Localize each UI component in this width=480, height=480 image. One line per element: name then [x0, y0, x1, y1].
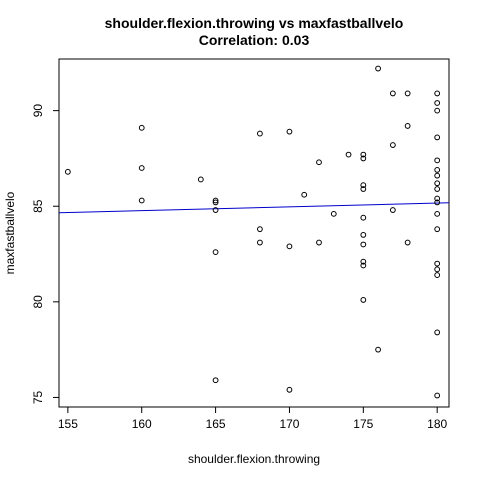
data-point	[360, 297, 367, 303]
data-point	[434, 180, 441, 187]
data-point	[434, 195, 441, 202]
data-point	[286, 386, 293, 393]
trend-line	[58, 202, 450, 214]
data-point	[286, 128, 293, 135]
data-point	[316, 159, 322, 166]
x-tick-label: 180	[427, 417, 447, 431]
data-point	[64, 168, 71, 175]
data-point	[434, 329, 441, 336]
plot-frame	[58, 58, 450, 408]
chart-subtitle: Correlation: 0.03	[199, 32, 310, 48]
data-point	[212, 207, 219, 213]
data-point	[212, 197, 219, 204]
y-axis-label: maxfastballvelo	[3, 191, 17, 274]
data-point	[257, 239, 263, 246]
x-tick-label: 160	[132, 417, 152, 431]
x-tick-label: 165	[206, 417, 226, 431]
y-tick-label: 80	[31, 295, 45, 309]
data-point	[360, 214, 367, 221]
data-point	[212, 199, 219, 206]
data-point	[257, 226, 263, 233]
data-point	[212, 249, 219, 256]
data-point	[389, 90, 396, 97]
data-point	[360, 182, 367, 189]
data-point	[138, 197, 145, 204]
data-point	[360, 155, 367, 162]
data-point	[330, 210, 337, 217]
chart-title: shoulder.flexion.throwing vs maxfastball…	[105, 15, 404, 31]
data-point	[434, 210, 441, 217]
data-point	[434, 172, 441, 179]
x-axis: 155 160 165 170 175 180	[58, 407, 448, 431]
data-point	[434, 100, 441, 106]
data-point	[360, 258, 367, 265]
data-point	[301, 191, 308, 198]
data-points	[64, 65, 441, 399]
data-point	[434, 134, 441, 141]
data-point	[360, 186, 367, 192]
data-point	[434, 107, 441, 114]
data-point	[360, 232, 367, 238]
data-point	[434, 157, 441, 164]
data-point	[434, 392, 441, 399]
data-point	[375, 65, 381, 72]
y-tick-label: 90	[31, 104, 45, 118]
data-point	[138, 165, 145, 171]
data-point	[197, 176, 204, 183]
y-tick-label: 85	[31, 199, 45, 213]
x-axis-label: shoulder.flexion.throwing	[188, 452, 320, 466]
data-point	[257, 130, 263, 137]
data-point	[212, 377, 219, 384]
data-point	[375, 346, 381, 353]
x-tick-label: 170	[279, 417, 299, 431]
data-point	[404, 123, 411, 129]
x-tick-label: 175	[353, 417, 373, 431]
data-point	[434, 272, 441, 278]
data-point	[434, 186, 441, 192]
data-point	[404, 239, 411, 246]
y-axis: 75 80 85 90	[31, 104, 59, 404]
data-point	[360, 241, 367, 248]
data-point	[404, 90, 411, 97]
data-point	[434, 266, 441, 273]
data-point	[434, 260, 441, 267]
data-point	[360, 151, 367, 158]
data-point	[316, 239, 322, 246]
data-point	[434, 226, 441, 233]
x-tick-label: 155	[58, 417, 78, 431]
data-point	[434, 167, 441, 173]
data-point	[434, 90, 441, 97]
data-point	[286, 243, 293, 250]
data-point	[360, 262, 367, 269]
data-point	[389, 142, 396, 148]
data-point	[345, 151, 352, 158]
data-point	[389, 207, 396, 213]
data-point	[434, 199, 441, 206]
data-point	[138, 124, 145, 131]
y-tick-label: 75	[31, 390, 45, 404]
trend-line-group	[58, 202, 450, 214]
